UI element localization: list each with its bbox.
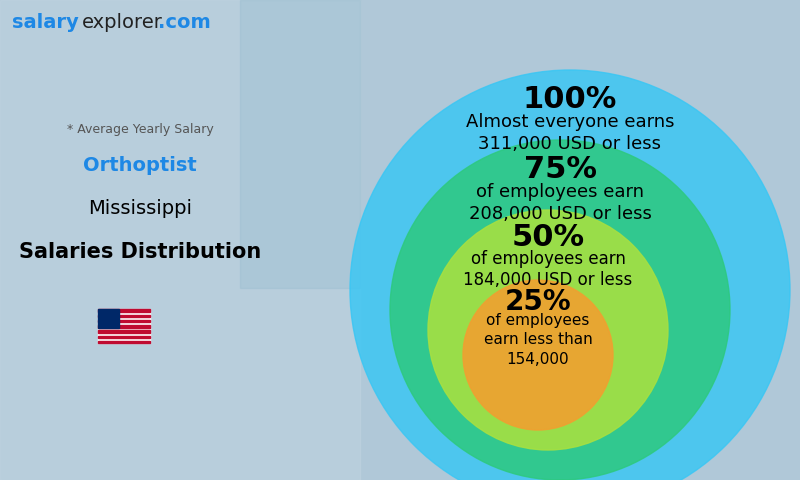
Text: 208,000 USD or less: 208,000 USD or less <box>469 205 651 223</box>
Text: Mississippi: Mississippi <box>88 199 192 218</box>
Bar <box>98 336 150 338</box>
Circle shape <box>390 140 730 480</box>
Bar <box>0 0 800 72</box>
Bar <box>98 310 118 328</box>
Bar <box>98 325 150 328</box>
Bar <box>98 310 150 312</box>
Text: of employees earn: of employees earn <box>470 250 626 268</box>
Text: of employees earn: of employees earn <box>476 183 644 201</box>
Text: 100%: 100% <box>523 85 617 115</box>
Text: * Average Yearly Salary: * Average Yearly Salary <box>66 123 214 136</box>
Text: 311,000 USD or less: 311,000 USD or less <box>478 135 662 153</box>
Bar <box>98 330 150 333</box>
Circle shape <box>463 280 613 430</box>
Bar <box>98 310 150 343</box>
Circle shape <box>350 70 790 480</box>
Text: 184,000 USD or less: 184,000 USD or less <box>463 271 633 289</box>
Text: earn less than: earn less than <box>484 333 592 348</box>
Bar <box>0 0 360 480</box>
Text: salary: salary <box>12 12 78 32</box>
Bar <box>240 0 360 288</box>
Bar <box>98 320 150 323</box>
Text: explorer: explorer <box>82 12 163 32</box>
Text: of employees: of employees <box>486 313 590 328</box>
Bar <box>98 341 150 343</box>
Text: .com: .com <box>158 12 210 32</box>
Circle shape <box>428 210 668 450</box>
Text: Orthoptist: Orthoptist <box>83 156 197 175</box>
Text: 50%: 50% <box>511 224 585 252</box>
Bar <box>98 314 150 317</box>
Text: Salaries Distribution: Salaries Distribution <box>19 242 261 262</box>
Text: Almost everyone earns: Almost everyone earns <box>466 113 674 131</box>
Text: 154,000: 154,000 <box>506 351 570 367</box>
Text: 25%: 25% <box>505 288 571 316</box>
Text: 75%: 75% <box>523 156 597 184</box>
